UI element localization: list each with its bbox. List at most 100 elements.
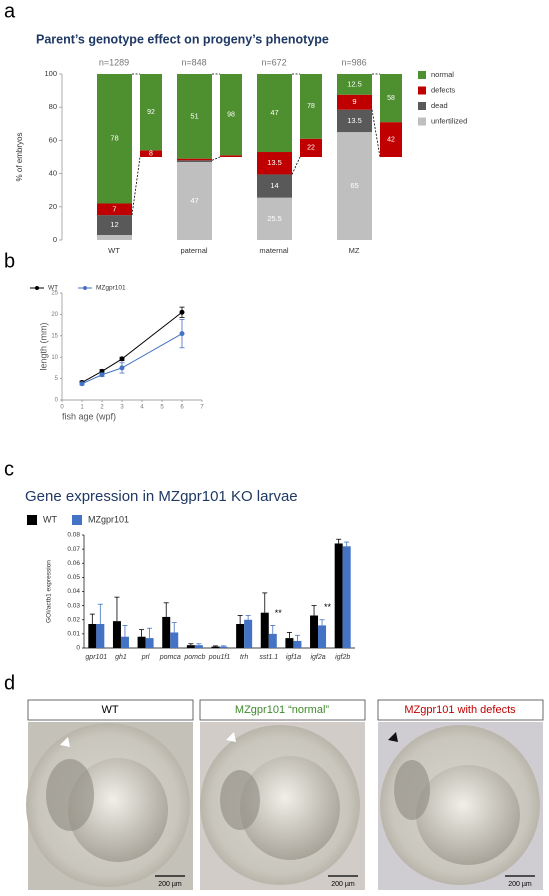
bar (211, 646, 220, 648)
x-tick-label: sst1.1 (259, 654, 278, 661)
legend-label: MZgpr101 (88, 514, 129, 524)
y-axis-label: % of embryos (15, 133, 24, 182)
image-panel: MZgpr101 with defects 200 µm (377, 699, 544, 890)
y-tick-label: 0.01 (67, 631, 80, 638)
bar (342, 546, 351, 648)
y-tick-label: 0 (76, 645, 80, 652)
image-label: MZgpr101 with defects (404, 704, 516, 716)
bar-segment (300, 138, 322, 157)
legend-swatch (27, 515, 37, 525)
y-tick-label: 0.06 (67, 560, 80, 567)
bar (318, 625, 327, 648)
bar-segment (380, 74, 402, 123)
value-label: 14 (270, 181, 278, 190)
value-label: 98 (227, 112, 235, 119)
legend-swatch (418, 102, 426, 110)
x-tick-label: igf1a (286, 654, 301, 661)
y-tick-label: 0.05 (67, 574, 80, 581)
connector (131, 156, 141, 216)
y-tick-label: 0.04 (67, 588, 80, 595)
x-tick-label: trh (240, 654, 248, 661)
value-label: 22 (307, 145, 315, 152)
y-tick-label: 15 (51, 333, 58, 339)
y-tick-label: 5 (55, 376, 59, 382)
y-tick-label: 0 (55, 398, 59, 404)
legend-swatch (418, 71, 426, 79)
x-tick-label: 3 (120, 405, 124, 411)
bar-segment (177, 160, 212, 162)
bar (285, 638, 294, 648)
panel-letter: d (4, 672, 15, 694)
bar-segment (177, 74, 212, 159)
category-label: WT (108, 246, 120, 255)
bar-segment (220, 155, 242, 157)
x-tick-label: prl (141, 654, 150, 661)
value-label: 8 (149, 151, 153, 158)
bar (96, 623, 105, 648)
x-tick-label: igf2b (335, 654, 350, 661)
point (99, 372, 105, 378)
x-tick-label: pomcb (183, 654, 205, 661)
bar-segment (257, 152, 292, 175)
bar (268, 633, 277, 648)
value-label: 12.5 (347, 79, 362, 88)
bar (137, 636, 146, 648)
bar (260, 612, 269, 648)
chart-title: Gene expression in MZgpr101 KO larvae (25, 488, 298, 505)
count-label: n=672 (261, 57, 286, 67)
point (119, 365, 125, 371)
bar (162, 616, 171, 648)
panel-letter: a (4, 0, 16, 22)
value-label: 13.5 (347, 116, 362, 125)
legend-label: defects (431, 85, 455, 94)
bar-segment (177, 161, 212, 240)
value-label: 47 (270, 108, 278, 117)
bar-segment (140, 150, 162, 157)
series-line (81, 333, 183, 385)
bar-segment (97, 235, 132, 240)
x-tick-label: pomca (159, 654, 181, 661)
x-tick-label: gpr101 (85, 654, 107, 661)
x-tick-label: 4 (140, 405, 144, 411)
value-label: 7 (112, 204, 116, 213)
image-panel: MZgpr101 “normal” 200 µm (199, 699, 366, 890)
point (119, 356, 125, 362)
bar (293, 640, 302, 648)
y-tick-label: 0.03 (67, 602, 80, 609)
x-tick-label: 2 (100, 405, 104, 411)
y-tick-label: 60 (49, 135, 57, 144)
bar (310, 615, 319, 648)
scale-bar-label: 200 µm (158, 881, 182, 888)
bar-segment (380, 122, 402, 157)
bar (244, 619, 253, 648)
value-label: 47 (190, 196, 198, 205)
x-tick-label: gh1 (115, 654, 127, 661)
bar (112, 621, 121, 648)
value-label: 58 (387, 95, 395, 102)
legend-label: WT (43, 514, 57, 524)
y-tick-label: 0.07 (67, 546, 80, 553)
y-tick-label: 25 (51, 291, 58, 297)
value-label: 78 (110, 134, 118, 143)
bar-segment (220, 74, 242, 156)
point (179, 331, 185, 337)
category-label: MZ (349, 246, 360, 255)
category-label: paternal (180, 246, 207, 255)
scale-bar-label: 200 µm (331, 881, 355, 888)
count-label: n=1289 (99, 57, 129, 67)
bar-segment (257, 174, 292, 198)
y-tick-label: 20 (49, 202, 57, 211)
bar-segment (257, 197, 292, 240)
legend-swatch (72, 515, 82, 525)
point (179, 309, 185, 315)
x-tick-label: 0 (60, 405, 64, 411)
x-tick-label: 1 (80, 405, 84, 411)
bar-segment (140, 74, 162, 151)
bar-segment (97, 74, 132, 204)
connector (291, 156, 301, 175)
value-label: 42 (387, 136, 395, 143)
legend-label: normal (431, 70, 454, 79)
bar (334, 543, 343, 648)
significance: ** (275, 608, 283, 618)
